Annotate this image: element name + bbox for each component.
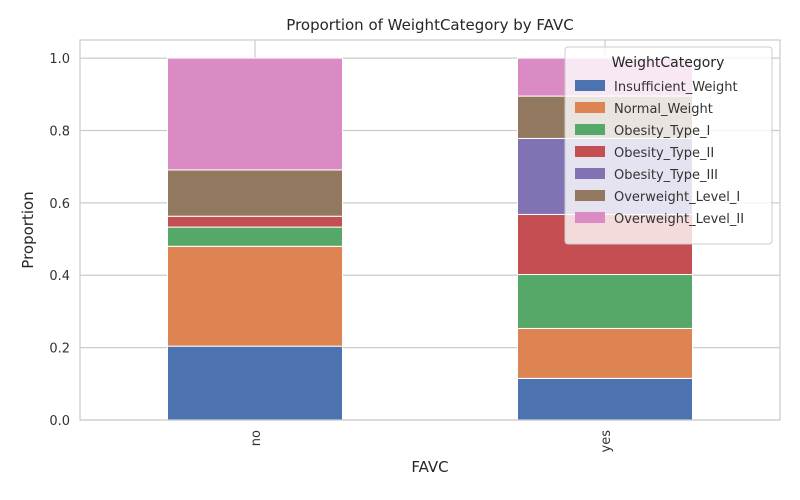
y-tick-label: 0.2 [49, 342, 70, 357]
bar-segment [167, 245, 343, 347]
legend-title: WeightCategory [612, 55, 725, 71]
bar-segment [167, 226, 343, 247]
x-tick-label: yes [599, 430, 614, 453]
y-axis-label: Proportion [19, 191, 37, 268]
chart-title: Proportion of WeightCategory by FAVC [286, 16, 573, 34]
plot-frame [79, 39, 781, 421]
legend: WeightCategory Insufficient_Weight Normal… [564, 46, 773, 245]
legend-label: Overweight_Level_II [614, 212, 744, 227]
y-tick-labels: 0.0 0.2 0.4 0.6 0.8 1.0 [49, 52, 70, 429]
legend-label: Obesity_Type_II [614, 146, 714, 161]
bar-segment [517, 327, 693, 379]
legend-items: Insufficient_Weight Normal_Weight Obesity_… [575, 80, 744, 227]
legend-swatch [575, 80, 605, 91]
legend-label: Insufficient_Weight [614, 80, 738, 95]
y-tick-label: 0.4 [49, 269, 70, 284]
bar-segment [167, 169, 343, 217]
y-tick-label: 0.6 [49, 197, 70, 212]
legend-swatch [575, 102, 605, 113]
x-tick-label: no [249, 430, 264, 446]
legend-label: Overweight_Level_I [614, 190, 740, 205]
legend-label: Obesity_Type_I [614, 124, 710, 139]
legend-swatch [575, 124, 605, 135]
legend-label: Normal_Weight [614, 102, 713, 117]
y-tick-label: 0.0 [49, 414, 70, 429]
y-tick-label: 1.0 [49, 52, 70, 67]
x-axis-label: FAVC [411, 458, 448, 476]
bar-segment [167, 57, 343, 171]
legend-swatch [575, 212, 605, 223]
bar-segment [517, 377, 693, 421]
bar-segment [167, 215, 343, 228]
legend-swatch [575, 146, 605, 157]
legend-swatch [575, 190, 605, 201]
bar-segment [167, 345, 343, 421]
bar-segment [517, 274, 693, 329]
y-tick-label: 0.8 [49, 124, 70, 139]
x-tick-labels: no yes [249, 430, 614, 453]
legend-swatch [575, 168, 605, 179]
legend-box [564, 46, 773, 245]
legend-label: Obesity_Type_III [614, 168, 718, 183]
